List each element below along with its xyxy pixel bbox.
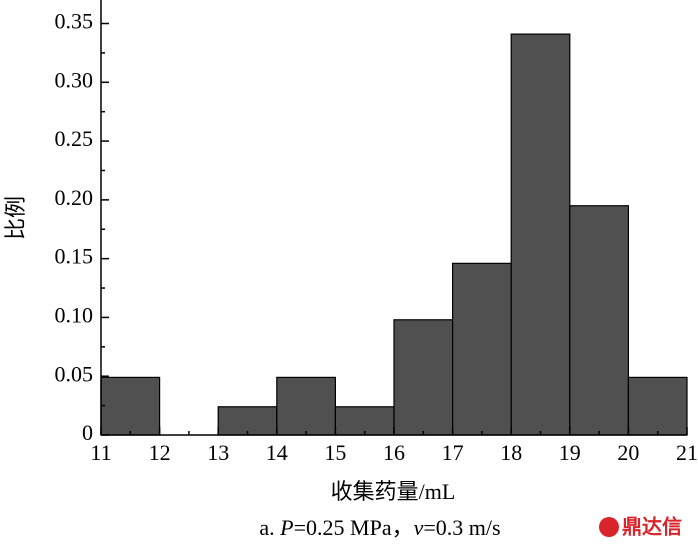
bar bbox=[334, 406, 395, 436]
x-tick-label: 17 bbox=[442, 440, 464, 465]
x-tick-label: 19 bbox=[559, 440, 581, 465]
bar bbox=[100, 376, 161, 436]
y-tick-label: 0 bbox=[82, 420, 93, 445]
y-tick-label: 0.30 bbox=[55, 67, 94, 92]
bar bbox=[452, 262, 512, 436]
y-tick-label: 0.10 bbox=[55, 302, 94, 327]
x-tick-label: 20 bbox=[617, 440, 639, 465]
bar bbox=[627, 376, 688, 436]
y-tick-label: 0.35 bbox=[55, 9, 94, 34]
x-tick-label: 11 bbox=[90, 440, 111, 465]
bar bbox=[276, 376, 336, 436]
caption-part: =0.25 MPa， bbox=[294, 515, 414, 540]
y-tick-label: 0.05 bbox=[55, 361, 94, 386]
x-tick-label: 15 bbox=[324, 440, 346, 465]
y-tick-label: 0.15 bbox=[55, 244, 94, 269]
x-tick-label: 12 bbox=[149, 440, 171, 465]
caption-part: =0.3 m/s bbox=[423, 515, 500, 540]
watermark: 鼎达信 bbox=[622, 515, 682, 539]
caption-part: P bbox=[279, 515, 293, 540]
y-tick-label: 0.20 bbox=[55, 185, 94, 210]
y-tick-label: 0.25 bbox=[55, 126, 94, 151]
bar bbox=[393, 319, 454, 436]
x-tick-label: 14 bbox=[266, 440, 288, 465]
bar bbox=[510, 33, 571, 436]
bar bbox=[569, 205, 629, 436]
x-axis-label: 收集药量/mL bbox=[331, 479, 456, 504]
x-tick-label: 18 bbox=[500, 440, 522, 465]
x-tick-label: 16 bbox=[383, 440, 405, 465]
bar bbox=[217, 406, 278, 436]
x-tick-label: 13 bbox=[207, 440, 229, 465]
caption: a. P=0.25 MPa，v=0.3 m/s bbox=[259, 515, 500, 540]
x-tick-label: 21 bbox=[676, 440, 698, 465]
caption-part: v bbox=[414, 515, 424, 540]
caption-part: a. bbox=[259, 515, 280, 540]
watermark-icon bbox=[599, 517, 619, 537]
y-axis-label: 比例 bbox=[3, 196, 28, 240]
